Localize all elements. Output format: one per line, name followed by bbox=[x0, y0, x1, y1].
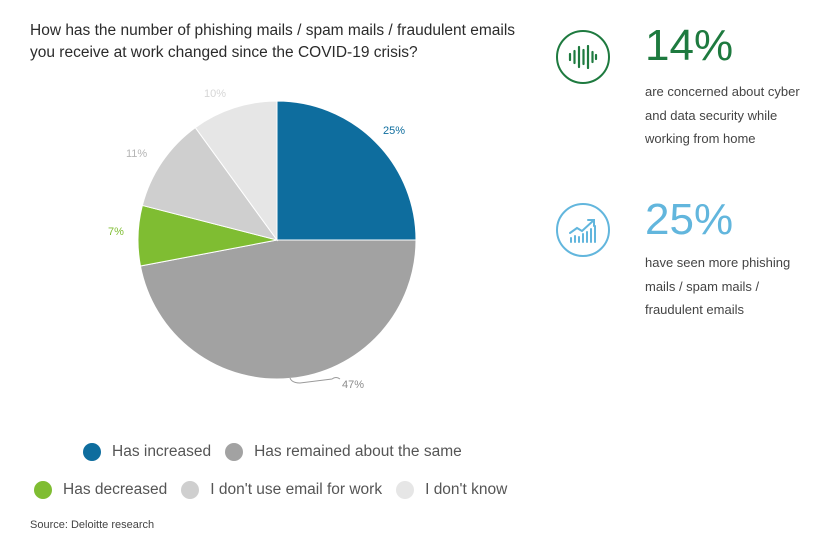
legend-item-no-email: I don't use email for work bbox=[181, 481, 382, 499]
legend-label: Has remained about the same bbox=[254, 443, 462, 460]
legend-item-dont-know: I don't know bbox=[396, 481, 507, 499]
legend-item-remained-same: Has remained about the same bbox=[225, 443, 462, 461]
legend-swatch bbox=[34, 481, 52, 499]
stat-description: have seen more phishing mails / spam mai… bbox=[645, 255, 791, 317]
legend-item-has-decreased: Has decreased bbox=[34, 481, 167, 499]
pie-slice-i-don-t-know bbox=[194, 100, 278, 242]
pie-slice-i-don-t-use-email-for-work bbox=[141, 126, 279, 241]
growth-chart-icon bbox=[556, 203, 610, 257]
chart-title: How has the number of phishing mails / s… bbox=[30, 22, 516, 61]
data-label: 10% bbox=[204, 88, 226, 100]
legend-label: Has decreased bbox=[63, 481, 168, 498]
pie-slice-has-increased bbox=[276, 100, 417, 241]
source-note: Source: Deloitte research bbox=[30, 519, 155, 531]
data-label: 25% bbox=[383, 125, 405, 137]
stat-value: 25% bbox=[645, 195, 734, 244]
legend-row-2: Has decreased I don't use email for work… bbox=[34, 481, 521, 499]
stat-value: 14% bbox=[645, 21, 734, 70]
sound-wave-icon bbox=[556, 30, 610, 84]
data-label: 7% bbox=[108, 226, 124, 238]
data-label: 11% bbox=[126, 148, 147, 160]
legend-row-1: Has increased Has remained about the sam… bbox=[83, 443, 476, 461]
legend-label: I don't use email for work bbox=[210, 481, 383, 498]
legend-label: I don't know bbox=[425, 481, 508, 498]
label-connector bbox=[289, 377, 341, 384]
legend-swatch bbox=[225, 443, 244, 461]
data-label: 47% bbox=[342, 379, 364, 391]
legend-swatch bbox=[181, 481, 200, 499]
pie-slice-has-remained-about-the-same bbox=[139, 239, 417, 380]
pie-chart: 25% 47% 7% 11% 10% bbox=[108, 88, 417, 391]
legend-swatch bbox=[396, 481, 415, 499]
legend-label: Has increased bbox=[112, 443, 212, 460]
legend-item-has-increased: Has increased bbox=[83, 443, 211, 461]
legend-swatch bbox=[83, 443, 101, 461]
stat-description: are concerned about cyber and data secur… bbox=[645, 84, 800, 146]
